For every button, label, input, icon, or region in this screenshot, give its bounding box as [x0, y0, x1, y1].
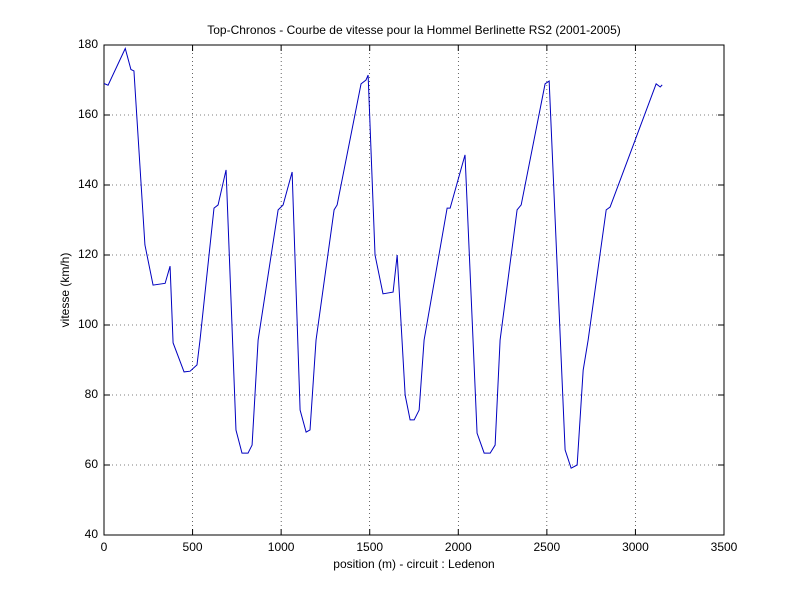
chart-title: Top-Chronos - Courbe de vitesse pour la …	[207, 23, 621, 37]
y-tick-label: 120	[78, 247, 98, 261]
plot-frame	[103, 44, 725, 536]
x-axis-label: position (m) - circuit : Ledenon	[333, 557, 494, 571]
y-tick-label: 180	[78, 37, 98, 51]
y-tick-label: 60	[85, 457, 99, 471]
speed-line	[103, 47, 663, 469]
y-tick-label: 140	[78, 177, 98, 191]
x-tick-label: 0	[101, 540, 108, 554]
x-tick-label: 3500	[711, 540, 738, 554]
x-tick-label: 1000	[268, 540, 295, 554]
x-tick-label: 2000	[445, 540, 472, 554]
x-tick-label: 1500	[356, 540, 383, 554]
y-tick-label: 40	[85, 527, 99, 541]
y-tick-label: 160	[78, 107, 98, 121]
x-tick-label: 2500	[534, 540, 561, 554]
x-tick-label: 3000	[622, 540, 649, 554]
y-tick-label: 80	[85, 387, 99, 401]
y-axis-label: vitesse (km/h)	[58, 253, 72, 328]
y-tick-label: 100	[78, 317, 98, 331]
x-tick-label: 500	[183, 540, 203, 554]
